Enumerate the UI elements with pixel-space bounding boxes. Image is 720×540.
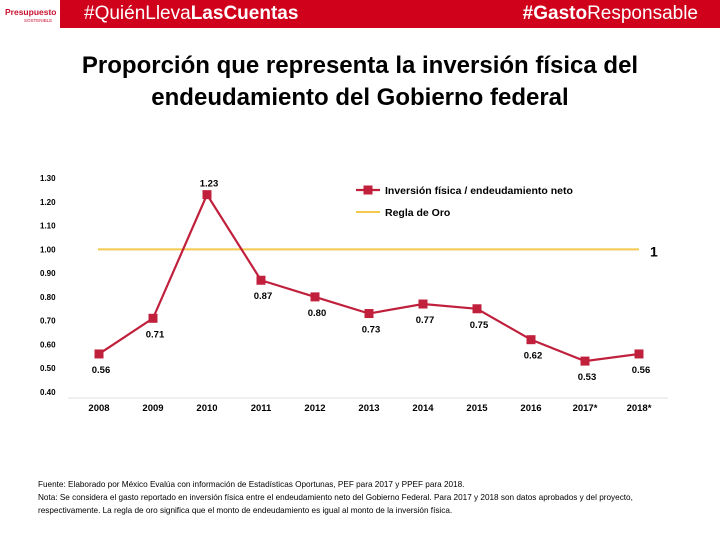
x-tick-label: 2010 xyxy=(196,403,217,414)
hashtag-quien-lleva-las-cuentas: #QuiénLlevaLasCuentas xyxy=(84,3,298,25)
data-point xyxy=(310,292,320,302)
x-tick-label: 2008 xyxy=(88,403,109,414)
data-label: 0.75 xyxy=(470,320,489,331)
data-point xyxy=(634,349,644,359)
footnotes: Fuente: Elaborado por México Evalúa con … xyxy=(38,478,688,517)
data-label: 1.23 xyxy=(200,179,219,190)
data-label: 0.62 xyxy=(524,351,543,362)
data-point xyxy=(94,349,104,359)
source-note: Fuente: Elaborado por México Evalúa con … xyxy=(38,480,465,489)
y-tick-label: 0.80 xyxy=(40,293,56,302)
data-point xyxy=(418,299,428,309)
x-tick-label: 2014 xyxy=(412,403,434,414)
legend-marker-inversion xyxy=(363,185,373,195)
x-tick-label: 2018* xyxy=(627,403,652,414)
inversion-series-line xyxy=(98,192,640,363)
x-tick-label: 2015 xyxy=(466,403,488,414)
x-tick-label: 2011 xyxy=(251,403,272,414)
y-tick-label: 0.50 xyxy=(40,364,56,373)
logo-text: Presupuesto xyxy=(5,7,57,17)
y-tick-label: 0.90 xyxy=(40,269,56,278)
page-title: Proporción que representa la inversión f… xyxy=(40,50,680,114)
y-tick-label: 1.10 xyxy=(40,222,56,231)
hashtag-gasto-responsable: #GastoResponsable xyxy=(523,3,698,25)
y-tick-label: 1.20 xyxy=(40,198,56,207)
data-point xyxy=(526,335,536,345)
data-point xyxy=(202,190,212,200)
data-label: 0.73 xyxy=(362,325,381,336)
logo-subtext: SOSTENIBLE xyxy=(24,18,53,23)
x-tick-label: 2017* xyxy=(573,403,598,414)
data-point xyxy=(256,275,266,285)
hashtag-right-bold: #Gasto xyxy=(522,3,588,24)
y-tick-label: 1.00 xyxy=(40,245,56,254)
data-point xyxy=(580,356,590,366)
x-tick-label: 2016 xyxy=(520,403,541,414)
header-banner: Presupuesto SOSTENIBLE #QuiénLlevaLasCue… xyxy=(0,0,720,28)
x-tick-label: 2009 xyxy=(142,403,163,414)
methodology-note: Nota: Se considera el gasto reportado en… xyxy=(38,493,633,515)
data-point xyxy=(148,313,158,323)
data-label: 0.77 xyxy=(416,315,435,326)
title-line-2: endeudamiento del Gobierno federal xyxy=(151,84,569,111)
logo: Presupuesto SOSTENIBLE xyxy=(0,0,60,28)
data-label: 0.71 xyxy=(146,329,165,340)
data-point xyxy=(364,309,374,319)
y-tick-label: 0.70 xyxy=(40,317,56,326)
hashtag-right-rest: Responsable xyxy=(587,3,698,24)
data-label: 0.56 xyxy=(92,365,111,376)
data-label: 0.80 xyxy=(308,308,327,319)
data-label: 0.87 xyxy=(254,291,273,302)
x-tick-label: 2012 xyxy=(304,403,325,414)
data-label: 0.56 xyxy=(632,365,651,376)
legend-label-inversion: Inversión física / endeudamiento neto xyxy=(385,185,573,197)
regla-de-oro-end-label: 1 xyxy=(650,243,658,259)
hashtag-left-prefix: #QuiénLleva xyxy=(84,3,191,24)
data-point xyxy=(472,304,482,314)
y-tick-label: 0.60 xyxy=(40,340,56,349)
x-tick-label: 2013 xyxy=(358,403,379,414)
title-line-1: Proporción que representa la inversión f… xyxy=(81,52,639,79)
hashtag-left-bold: LasCuentas xyxy=(190,3,299,24)
data-label: 0.53 xyxy=(578,372,597,383)
y-tick-label: 1.30 xyxy=(40,174,56,183)
legend-label-regla: Regla de Oro xyxy=(385,207,450,219)
y-tick-label: 0.40 xyxy=(40,388,56,397)
